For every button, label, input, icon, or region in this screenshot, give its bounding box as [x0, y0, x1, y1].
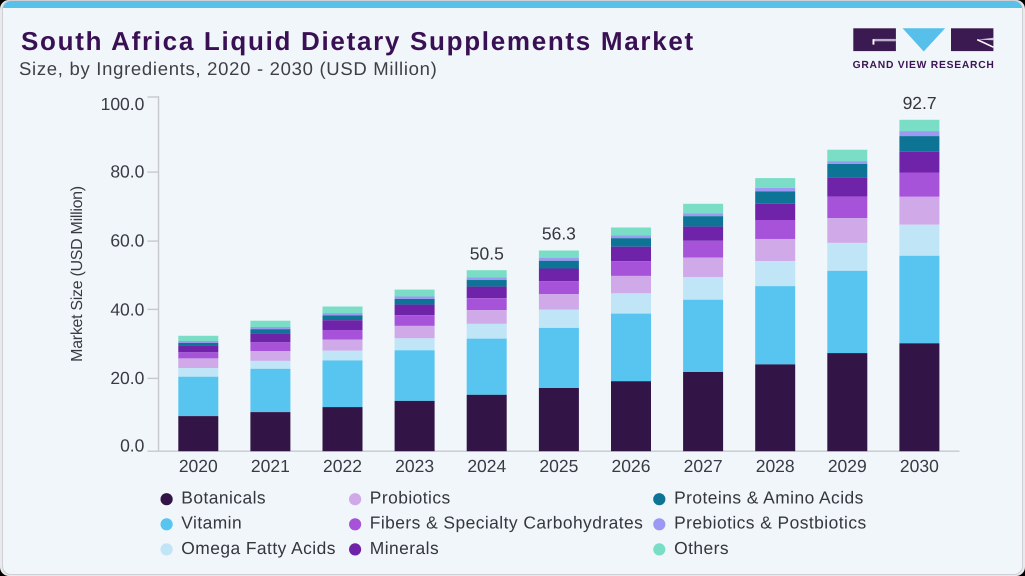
svg-text:Proteins & Amino Acids: Proteins & Amino Acids [674, 488, 864, 508]
svg-text:80.0: 80.0 [110, 161, 144, 181]
svg-text:2030: 2030 [900, 456, 939, 476]
svg-text:92.7: 92.7 [903, 93, 937, 113]
svg-text:Others: Others [674, 538, 729, 558]
svg-text:2027: 2027 [684, 456, 723, 476]
svg-text:2029: 2029 [828, 456, 867, 476]
svg-text:2021: 2021 [251, 456, 290, 476]
svg-text:GRAND VIEW RESEARCH: GRAND VIEW RESEARCH [853, 60, 995, 71]
svg-text:Probiotics: Probiotics [370, 488, 451, 508]
svg-text:2022: 2022 [323, 456, 362, 476]
svg-text:56.3: 56.3 [542, 224, 576, 244]
svg-text:Botanicals: Botanicals [181, 488, 266, 508]
svg-text:Fibers & Specialty Carbohydrat: Fibers & Specialty Carbohydrates [370, 513, 643, 533]
svg-text:0.0: 0.0 [120, 435, 145, 455]
svg-text:60.0: 60.0 [110, 230, 144, 250]
svg-text:2025: 2025 [539, 456, 578, 476]
svg-text:40.0: 40.0 [110, 299, 144, 319]
svg-text:20.0: 20.0 [110, 368, 144, 388]
svg-text:2024: 2024 [467, 456, 506, 476]
svg-text:2026: 2026 [612, 456, 651, 476]
svg-text:Minerals: Minerals [370, 538, 439, 558]
svg-text:2028: 2028 [756, 456, 795, 476]
svg-text:Prebiotics & Postbiotics: Prebiotics & Postbiotics [674, 513, 867, 533]
svg-text:2023: 2023 [395, 456, 434, 476]
svg-text:Market Size (USD Million): Market Size (USD Million) [69, 186, 86, 362]
svg-text:100.0: 100.0 [101, 94, 145, 114]
svg-text:2020: 2020 [179, 456, 218, 476]
svg-text:Omega Fatty Acids: Omega Fatty Acids [181, 538, 336, 558]
svg-text:Vitamin: Vitamin [181, 513, 242, 533]
svg-text:50.5: 50.5 [470, 243, 504, 263]
